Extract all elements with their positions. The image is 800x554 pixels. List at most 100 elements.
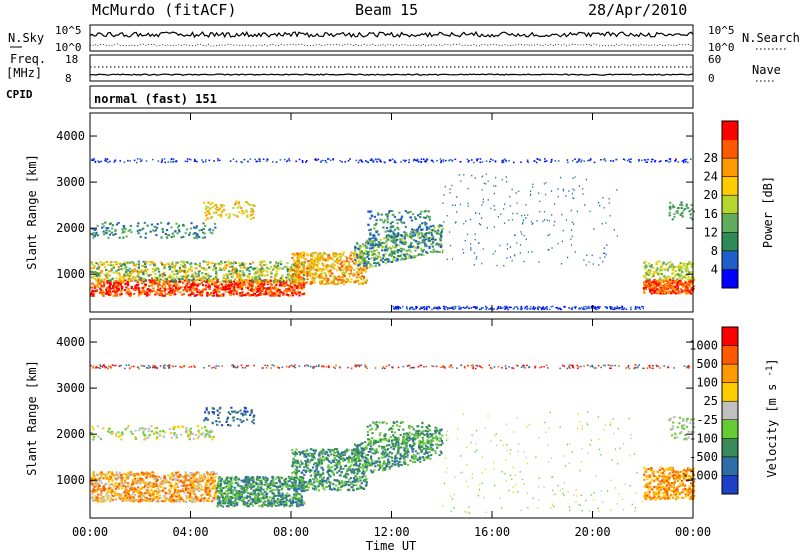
data-cell	[233, 272, 236, 275]
data-cell	[477, 242, 480, 244]
data-cell	[200, 497, 204, 500]
data-cell	[524, 306, 527, 309]
data-cell	[124, 275, 127, 278]
data-cell	[96, 224, 99, 227]
data-cell	[687, 272, 691, 275]
data-cell	[503, 264, 505, 267]
data-cell	[268, 268, 271, 271]
data-cell	[169, 284, 172, 287]
data-cell	[641, 159, 643, 162]
data-cell	[275, 270, 278, 273]
colorbar-tick-label: 24	[704, 170, 718, 184]
data-cell	[689, 262, 693, 265]
data-cell	[590, 307, 593, 309]
data-cell	[539, 200, 541, 203]
data-cell	[171, 289, 174, 292]
data-cell	[281, 279, 284, 282]
beam-title: Beam 15	[355, 1, 418, 19]
data-cell	[192, 284, 195, 287]
data-cell	[539, 210, 541, 213]
data-cell	[231, 275, 235, 278]
data-cell	[651, 275, 654, 278]
data-cell	[327, 265, 330, 268]
data-cell	[157, 280, 160, 283]
data-cell	[325, 161, 328, 164]
data-cell	[199, 277, 203, 280]
data-cell	[441, 251, 444, 254]
data-cell	[204, 489, 208, 492]
data-cell	[500, 307, 502, 309]
data-cell	[676, 286, 679, 289]
data-cell	[298, 263, 301, 266]
data-cell	[217, 159, 219, 162]
data-cell	[560, 262, 563, 265]
data-cell	[175, 160, 177, 163]
data-cell	[682, 283, 686, 286]
data-cell	[103, 266, 107, 269]
data-cell	[323, 271, 326, 274]
data-cell	[108, 281, 111, 284]
data-cell	[161, 263, 164, 266]
data-cell	[264, 269, 268, 272]
data-cell	[236, 283, 240, 286]
data-cell	[156, 223, 159, 226]
data-cell	[315, 159, 318, 162]
data-cell	[348, 256, 351, 259]
data-cell	[532, 183, 534, 186]
data-cell	[105, 288, 108, 291]
data-cell	[384, 262, 387, 265]
data-cell	[92, 489, 95, 492]
data-cell	[606, 244, 608, 246]
data-cell	[147, 499, 150, 502]
data-cell	[132, 270, 135, 273]
data-cell	[359, 266, 362, 269]
data-cell	[552, 305, 554, 308]
data-cell	[181, 223, 185, 226]
data-cell	[492, 253, 494, 255]
data-cell	[420, 160, 422, 163]
data-cell	[340, 281, 343, 284]
data-cell	[116, 290, 119, 293]
data-cell	[680, 283, 683, 286]
data-cell	[248, 285, 251, 288]
data-cell	[671, 279, 674, 282]
data-cell	[130, 285, 133, 288]
data-cell	[145, 294, 148, 297]
data-cell	[182, 500, 185, 503]
data-cell	[371, 251, 374, 254]
data-cell	[345, 279, 349, 282]
data-cell	[149, 499, 153, 502]
data-cell	[667, 275, 670, 278]
data-cell	[172, 475, 175, 478]
data-cell	[454, 307, 457, 310]
data-cell	[164, 487, 167, 490]
data-cell	[123, 161, 126, 163]
data-cell	[192, 477, 195, 480]
data-cell	[644, 260, 647, 263]
data-cell	[153, 263, 156, 266]
data-cell	[163, 496, 166, 499]
data-cell	[417, 253, 420, 256]
data-cell	[648, 285, 651, 288]
data-cell	[261, 289, 264, 292]
data-cell	[438, 250, 441, 253]
data-cell	[256, 269, 259, 272]
data-cell	[261, 284, 265, 287]
data-cell	[367, 254, 370, 257]
data-cell	[218, 269, 221, 272]
data-cell	[525, 217, 527, 219]
data-cell	[297, 276, 300, 279]
data-cell	[129, 485, 132, 488]
data-cell	[346, 269, 349, 272]
data-cell	[361, 283, 364, 286]
data-cell	[531, 250, 533, 253]
data-cell	[318, 255, 321, 258]
data-cell	[225, 213, 228, 216]
data-cell	[365, 241, 368, 244]
data-cell	[275, 291, 278, 294]
data-cell	[286, 284, 289, 287]
data-cell	[138, 488, 142, 491]
data-cell	[175, 269, 179, 272]
data-cell	[195, 480, 198, 483]
data-cell	[365, 279, 368, 282]
